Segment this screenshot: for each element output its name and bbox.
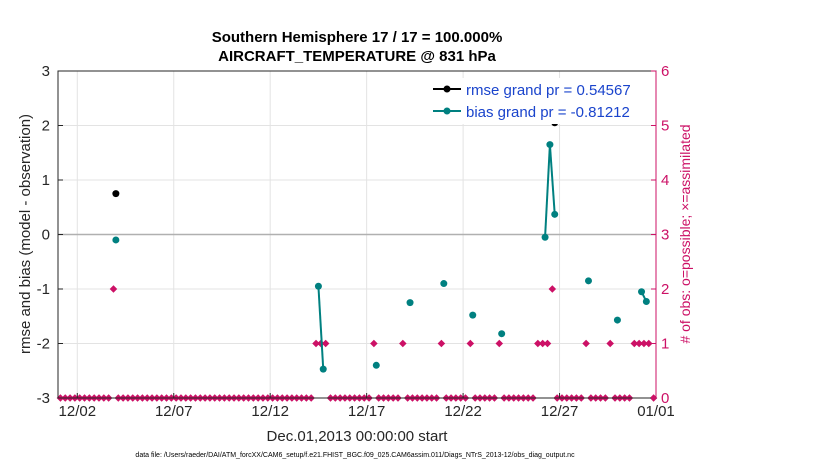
y2-tick-label: 3 xyxy=(661,227,669,244)
legend: rmse grand pr = 0.54567 bias grand pr = … xyxy=(428,78,654,124)
legend-bias-marker xyxy=(443,107,451,115)
legend-rmse-marker xyxy=(443,85,451,93)
series-point xyxy=(314,282,322,290)
obs-count-point xyxy=(548,285,557,293)
y-tick-label: 2 xyxy=(42,118,50,135)
y2-tick-label: 2 xyxy=(661,281,669,298)
x-axis-label: Dec.01,2013 00:00:00 start xyxy=(267,428,449,445)
series-point xyxy=(469,311,477,319)
y2-tick-label: 6 xyxy=(661,63,669,80)
y-axis-ticks: -3 -2 -1 0 1 2 3 xyxy=(37,63,63,407)
series-point xyxy=(613,316,621,324)
series-segment xyxy=(544,144,551,238)
series-point xyxy=(406,299,414,307)
chart-subtitle: AIRCRAFT_TEMPERATURE @ 831 hPa xyxy=(218,48,496,65)
obs-count-point xyxy=(399,339,407,348)
obs-count-point xyxy=(109,285,118,293)
y2-tick-label: 1 xyxy=(661,336,669,353)
series-segment xyxy=(317,286,325,370)
x-tick-label: 12/27 xyxy=(541,403,579,420)
y-tick-label: -2 xyxy=(37,336,50,353)
x-tick-label: 12/22 xyxy=(444,403,482,420)
legend-box xyxy=(428,78,654,124)
x-tick-label: 12/07 xyxy=(155,403,193,420)
y-tick-label: 0 xyxy=(42,227,50,244)
x-tick-label: 12/02 xyxy=(59,403,97,420)
chart-title: Southern Hemisphere 17 / 17 = 100.000% xyxy=(212,29,503,46)
y2-tick-label: 5 xyxy=(661,118,669,135)
bias-series xyxy=(112,141,650,373)
y2-tick-label: 0 xyxy=(661,390,669,407)
y-axis-label: rmse and bias (model - observation) xyxy=(17,114,34,354)
y-tick-label: -1 xyxy=(37,281,50,298)
series-point xyxy=(584,277,592,285)
legend-bias-label: bias grand pr = -0.81212 xyxy=(466,104,630,121)
series-point xyxy=(541,233,549,241)
obs-count-point xyxy=(370,339,378,348)
series-point xyxy=(498,330,506,338)
y-tick-label: 3 xyxy=(42,63,50,80)
obs-count-point xyxy=(645,339,653,348)
series-point xyxy=(551,210,559,218)
series-point xyxy=(319,365,327,373)
obs-count-point xyxy=(495,339,504,348)
series-point xyxy=(642,298,650,306)
obs-count-point xyxy=(321,339,330,348)
y2-axis-label: # of obs: o=possible; ×=assimilated xyxy=(677,124,693,343)
obs-count-point xyxy=(582,339,590,348)
x-tick-label: 12/12 xyxy=(251,403,289,420)
y-tick-label: -3 xyxy=(37,390,50,407)
rmse-series xyxy=(112,119,559,198)
series-point xyxy=(638,288,646,296)
obs-count-point xyxy=(437,339,446,348)
legend-rmse-label: rmse grand pr = 0.54567 xyxy=(466,82,631,99)
obs-count-point xyxy=(543,339,552,348)
x-tick-label: 01/01 xyxy=(637,403,675,420)
obs-count-point xyxy=(466,339,475,348)
x-axis-ticks: 12/02 12/07 12/12 12/17 12/22 12/27 01/01 xyxy=(59,393,675,420)
series-point xyxy=(440,280,448,288)
series-point xyxy=(112,236,120,244)
series-point xyxy=(112,190,120,198)
series-segment xyxy=(548,144,556,215)
series-point xyxy=(546,141,554,149)
y2-tick-label: 4 xyxy=(661,172,669,189)
y-tick-label: 1 xyxy=(42,172,50,189)
series-point xyxy=(372,361,380,369)
y2-axis-ticks: 0 1 2 3 4 5 6 xyxy=(651,63,669,407)
obs-count-point xyxy=(606,339,614,348)
x-tick-label: 12/17 xyxy=(348,403,386,420)
data-file-footer: data file: /Users/raeder/DAI/ATM_forcXX/… xyxy=(135,452,575,459)
